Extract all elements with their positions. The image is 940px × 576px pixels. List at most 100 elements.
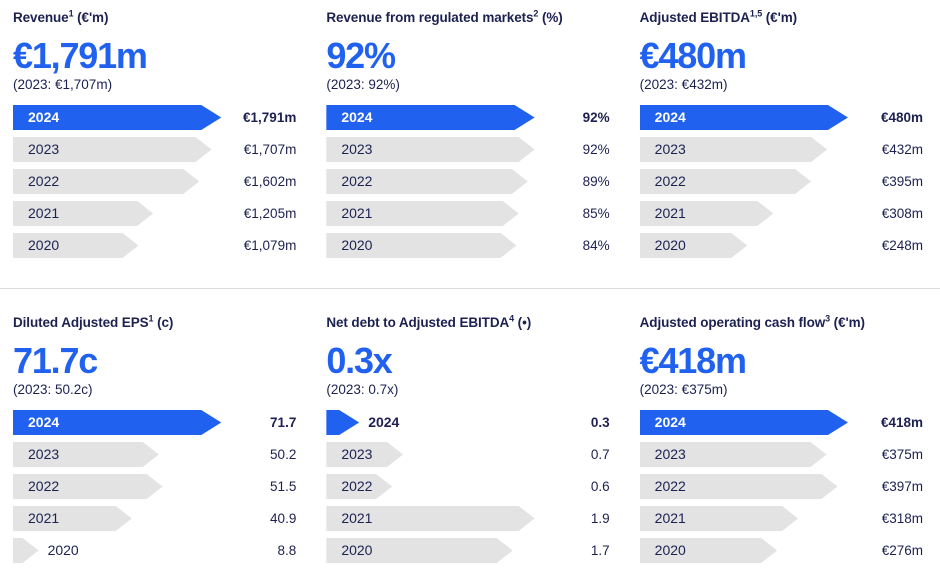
bar-row: 2024 €1,791m <box>13 105 298 130</box>
prior-year-value: (2023: 0.7x) <box>326 382 399 397</box>
bar-segment <box>640 442 827 467</box>
panel-diluted-eps: Diluted Adjusted EPS1 (c) 71.7c (2023: 5… <box>13 313 298 570</box>
bar-highlight <box>326 105 534 130</box>
panel-title: Net debt to Adjusted EBITDA4 (•) <box>326 313 611 332</box>
footnote-superscript: 1 <box>68 8 74 19</box>
headline-value: 71.7c <box>13 340 98 381</box>
year-label: 2022 <box>28 173 60 189</box>
bar-value-label: €1,602m <box>243 174 297 189</box>
panel-title-unit: (•) <box>514 315 532 330</box>
bar-highlight <box>13 105 221 130</box>
bar-row: 2022 51.5 <box>13 474 298 499</box>
year-label: 2022 <box>28 478 60 494</box>
bar-segment <box>326 233 516 258</box>
bar-row: 2022 0.6 <box>326 474 611 499</box>
headline-value: 92% <box>326 35 396 76</box>
year-label: 2022 <box>341 478 373 494</box>
year-label: 2021 <box>28 205 60 221</box>
panel-title: Revenue1 (€'m) <box>13 8 298 27</box>
bar-value-label: €318m <box>881 511 923 526</box>
bar-row: 2024 €480m <box>640 105 925 130</box>
bar-row: 2024 €418m <box>640 410 925 435</box>
panel-title-text: Net debt to Adjusted EBITDA <box>326 315 510 330</box>
bar-row: 2024 92% <box>326 105 611 130</box>
bar-value-label: 92% <box>582 142 610 157</box>
bar-value-label: 0.3 <box>590 415 610 430</box>
year-label: 2021 <box>341 205 373 221</box>
bar-value-label: 50.2 <box>270 447 297 462</box>
panel-title-unit: (€'m) <box>830 315 865 330</box>
bar-value-label: €375m <box>881 447 923 462</box>
bar-row: 2024 0.3 <box>326 410 611 435</box>
panel-revenue: Revenue1 (€'m) €1,791m (2023: €1,707m) 2… <box>13 8 298 265</box>
panel-title-unit: (c) <box>153 315 174 330</box>
year-label: 2023 <box>654 446 686 462</box>
prior-year-value: (2023: 92%) <box>326 77 400 92</box>
bar-chart: 2024 €418m 2023 €375m 2022 €397m 2021 €318m 2020… <box>640 410 925 563</box>
bar-segment <box>13 201 153 226</box>
panel-net-debt-ratio: Net debt to Adjusted EBITDA4 (•) 0.3x (2… <box>326 313 611 570</box>
bar-segment <box>13 506 132 531</box>
bar-value-label: 1.9 <box>590 511 610 526</box>
bar-row: 2021 €308m <box>640 201 925 226</box>
bar-value-label: €418m <box>880 415 923 430</box>
year-label: 2023 <box>654 141 686 157</box>
bar-value-label: 40.9 <box>270 511 297 526</box>
bar-row: 2023 €432m <box>640 137 925 162</box>
bar-chart: 2024 €1,791m 2023 €1,707m 2022 €1,602m 2021 €1,… <box>13 105 298 258</box>
bar-row: 2023 €375m <box>640 442 925 467</box>
panel-title-unit: (%) <box>538 10 563 25</box>
year-label: 2023 <box>341 141 373 157</box>
panel-title-text: Revenue from regulated markets <box>326 10 534 25</box>
bar-row: 2022 €395m <box>640 169 925 194</box>
year-label: 2024 <box>368 414 400 430</box>
bar-row: 2021 €318m <box>640 506 925 531</box>
bar-value-label: €308m <box>881 206 923 221</box>
panel-title-text: Revenue <box>13 10 69 25</box>
headline-value: €1,791m <box>13 35 148 76</box>
bar-highlight <box>326 410 359 435</box>
bar-value-label: 0.7 <box>590 447 610 462</box>
bar-row: 2020 €1,079m <box>13 233 298 258</box>
bar-value-label: 89% <box>582 174 610 189</box>
bar-row: 2020 €248m <box>640 233 925 258</box>
bar-chart: 2024 0.3 2023 0.7 2022 0.6 2021 1.9 2020 1.7 <box>326 410 611 563</box>
year-label: 2024 <box>28 414 60 430</box>
headline-value: 0.3x <box>326 340 392 381</box>
bar-row: 2023 50.2 <box>13 442 298 467</box>
year-label: 2020 <box>47 542 79 558</box>
year-label: 2022 <box>341 173 373 189</box>
bar-segment <box>640 538 778 563</box>
kpi-row-bottom: Diluted Adjusted EPS1 (c) 71.7c (2023: 5… <box>13 313 925 570</box>
bar-value-label: 71.7 <box>270 415 297 430</box>
headline-value: €480m <box>639 35 747 76</box>
panel-title-text: Adjusted EBITDA <box>639 10 750 25</box>
bar-value-label: 1.7 <box>590 543 610 558</box>
year-label: 2021 <box>28 510 60 526</box>
bar-highlight <box>640 410 848 435</box>
bar-segment <box>326 506 534 531</box>
panel-title: Revenue from regulated markets2 (%) <box>326 8 611 27</box>
bar-chart: 2024 €480m 2023 €432m 2022 €395m 2021 €308m 2020… <box>640 105 925 258</box>
bar-value-label: €1,791m <box>243 110 297 125</box>
panel-adjusted-ebitda: Adjusted EBITDA1,5 (€'m) €480m (2023: €4… <box>639 8 925 265</box>
bar-segment <box>640 137 827 162</box>
year-label: 2020 <box>28 237 60 253</box>
bar-value-label: €480m <box>880 110 923 125</box>
year-label: 2021 <box>654 205 686 221</box>
bar-row: 2021 85% <box>326 201 611 226</box>
panel-title-text: Diluted Adjusted EPS <box>13 315 149 330</box>
bar-row: 2021 1.9 <box>326 506 611 531</box>
bar-segment <box>13 137 212 162</box>
bar-chart: 2024 92% 2023 92% 2022 89% 2021 85% 2020 84% <box>326 105 611 258</box>
year-label: 2023 <box>341 446 373 462</box>
bar-row: 2020 8.8 <box>13 538 298 563</box>
prior-year-value: (2023: €1,707m) <box>13 77 113 92</box>
bar-row: 2023 0.7 <box>326 442 611 467</box>
year-label: 2020 <box>341 237 373 253</box>
bar-row: 2020 1.7 <box>326 538 611 563</box>
panel-operating-cash-flow: Adjusted operating cash flow3 (€'m) €418… <box>639 313 925 570</box>
prior-year-value: (2023: €375m) <box>639 382 728 397</box>
bar-row: 2023 €1,707m <box>13 137 298 162</box>
